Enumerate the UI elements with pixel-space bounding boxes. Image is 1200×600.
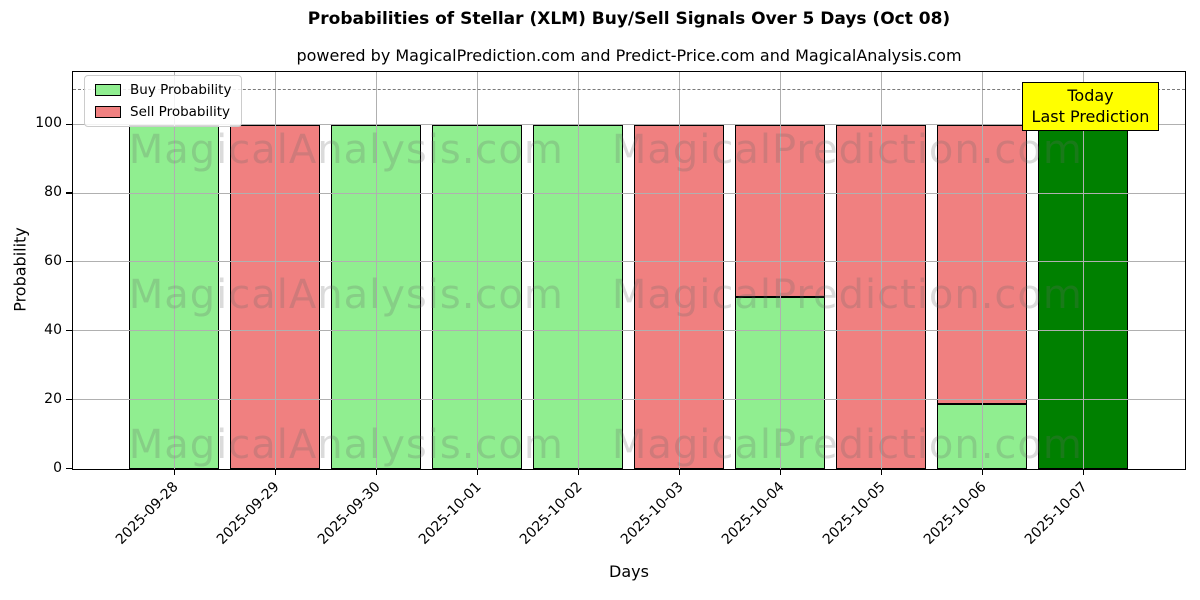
y-tick-mark — [66, 399, 72, 401]
grid-line-vertical — [780, 72, 781, 469]
grid-line-vertical — [578, 72, 579, 469]
y-tick-label: 20 — [44, 390, 62, 407]
grid-line-vertical — [477, 72, 478, 469]
x-tick-mark — [1082, 470, 1085, 475]
today-annotation: Today Last Prediction — [1022, 82, 1159, 131]
watermark-right-text: MagicalPrediction.com — [611, 126, 1083, 173]
grid-line-vertical — [982, 72, 983, 469]
x-tick-mark — [173, 470, 176, 475]
bar-segment-sell — [229, 124, 321, 469]
y-tick-mark — [66, 330, 72, 332]
x-tick-label: 2025-10-07 — [1021, 479, 1091, 548]
y-tick-mark — [66, 123, 72, 125]
y-tick-mark — [66, 192, 72, 194]
y-tick-label: 100 — [35, 115, 62, 132]
bar-segment-sell — [734, 124, 826, 297]
bar-segment-sell — [835, 124, 927, 469]
x-tick-mark — [779, 470, 782, 475]
x-tick-mark — [678, 470, 681, 475]
x-tick-mark — [375, 470, 378, 475]
grid-line-horizontal — [73, 399, 1185, 401]
legend: Buy Probability Sell Probability — [84, 75, 243, 127]
watermark-left-text: MagicalAnalysis.com — [128, 271, 564, 318]
x-tick-mark — [880, 470, 883, 475]
y-tick-mark — [66, 467, 72, 470]
x-tick-label: 2025-10-03 — [617, 479, 687, 548]
watermark-left-text: MagicalAnalysis.com — [128, 126, 564, 173]
chart-subtitle: powered by MagicalPrediction.com and Pre… — [296, 46, 962, 65]
grid-line-horizontal — [73, 192, 1185, 194]
legend-label-sell: Sell Probability — [130, 104, 231, 120]
x-tick-label: 2025-10-02 — [516, 479, 586, 548]
bar-segment-buy — [936, 403, 1028, 469]
x-tick-label: 2025-10-05 — [819, 479, 889, 548]
bar-segment-buy — [1037, 124, 1129, 469]
x-tick-mark — [274, 470, 277, 475]
y-tick-label: 80 — [44, 184, 62, 201]
bar-segment-buy — [734, 296, 826, 469]
today-annotation-line2: Last Prediction — [1031, 107, 1150, 126]
x-tick-label: 2025-09-29 — [213, 479, 283, 548]
x-tick-label: 2025-09-30 — [314, 479, 384, 548]
grid-line-vertical — [679, 72, 680, 469]
legend-item-buy: Buy Probability — [95, 82, 231, 98]
grid-line-vertical — [1083, 72, 1084, 469]
grid-line-vertical — [275, 72, 276, 469]
today-annotation-line1: Today — [1067, 86, 1114, 105]
legend-item-sell: Sell Probability — [95, 104, 231, 120]
x-tick-label: 2025-10-06 — [920, 479, 990, 548]
plot-area: Buy Probability Sell Probability Today L… — [72, 71, 1186, 470]
y-tick-mark — [66, 261, 72, 263]
bar-segment-buy — [431, 124, 523, 469]
grid-line-horizontal — [73, 261, 1185, 263]
x-tick-label: 2025-10-04 — [718, 479, 788, 548]
grid-line-vertical — [881, 72, 882, 469]
x-tick-mark — [981, 470, 984, 475]
y-tick-label: 0 — [53, 459, 62, 476]
sell-swatch-icon — [95, 106, 121, 118]
watermark-right-text: MagicalPrediction.com — [611, 271, 1083, 318]
threshold-dashed-line — [73, 89, 1185, 91]
bar-segment-buy — [330, 124, 422, 469]
y-tick-label: 60 — [44, 252, 62, 269]
x-tick-mark — [577, 470, 580, 475]
x-axis-label: Days — [609, 562, 649, 581]
y-tick-label: 40 — [44, 321, 62, 338]
grid-line-horizontal — [73, 330, 1185, 332]
bar-segment-sell — [936, 124, 1028, 404]
bar-segment-buy — [128, 124, 220, 469]
grid-line-horizontal — [73, 123, 1185, 125]
x-tick-mark — [476, 470, 479, 475]
grid-line-vertical — [174, 72, 175, 469]
buy-swatch-icon — [95, 84, 121, 96]
legend-label-buy: Buy Probability — [130, 82, 232, 98]
bar-segment-sell — [633, 124, 725, 469]
grid-line-vertical — [376, 72, 377, 469]
chart-title: Probabilities of Stellar (XLM) Buy/Sell … — [307, 9, 951, 29]
y-axis-label: Probability — [10, 227, 30, 312]
watermark-left-text: MagicalAnalysis.com — [128, 422, 564, 469]
watermark-right-text: MagicalPrediction.com — [611, 422, 1083, 469]
x-tick-label: 2025-09-28 — [112, 479, 182, 548]
bar-segment-buy — [532, 124, 624, 469]
x-tick-label: 2025-10-01 — [415, 479, 485, 548]
